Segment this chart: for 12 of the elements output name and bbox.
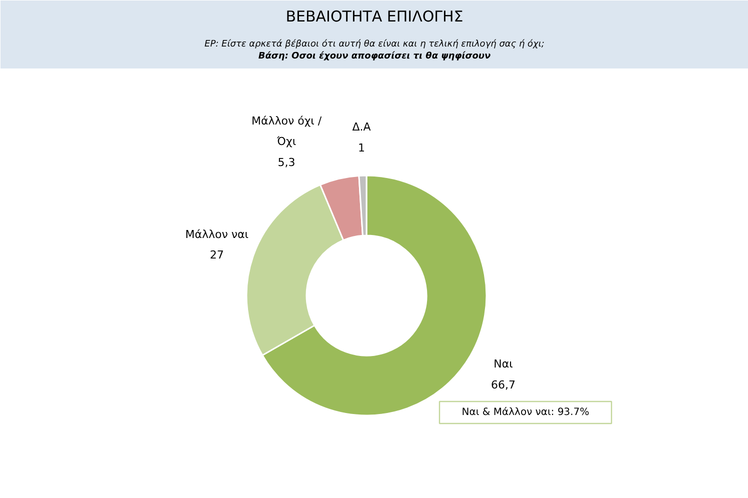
chart-subtitle: ΕΡ: Είστε αρκετά βέβαιοι ότι αυτή θα είναι και η τελική επιλογή σας ή όχι; [204, 38, 544, 50]
data-label: 5,3 [278, 156, 296, 169]
slice-label: Ναι [494, 358, 514, 371]
chart-title: ΒΕΒΑΙΟΤΗΤΑ ΕΠΙΛΟΓΗΣ [286, 8, 464, 26]
slice-label: Δ.Α [352, 120, 372, 134]
data-label: 1 [358, 141, 366, 154]
slice-label: Μάλλον όχι / Όχι [251, 114, 322, 148]
text: Βάση: Οσοι έχουν αποφασίσει τι θα ψηφίσουν [258, 50, 491, 62]
data-label: 27 [210, 248, 224, 262]
data-label: 66,7 [491, 378, 516, 392]
slice-label: Μάλλον ναι [185, 228, 249, 241]
text: Ναι & Μάλλον ναι: 93.7% [462, 407, 590, 418]
